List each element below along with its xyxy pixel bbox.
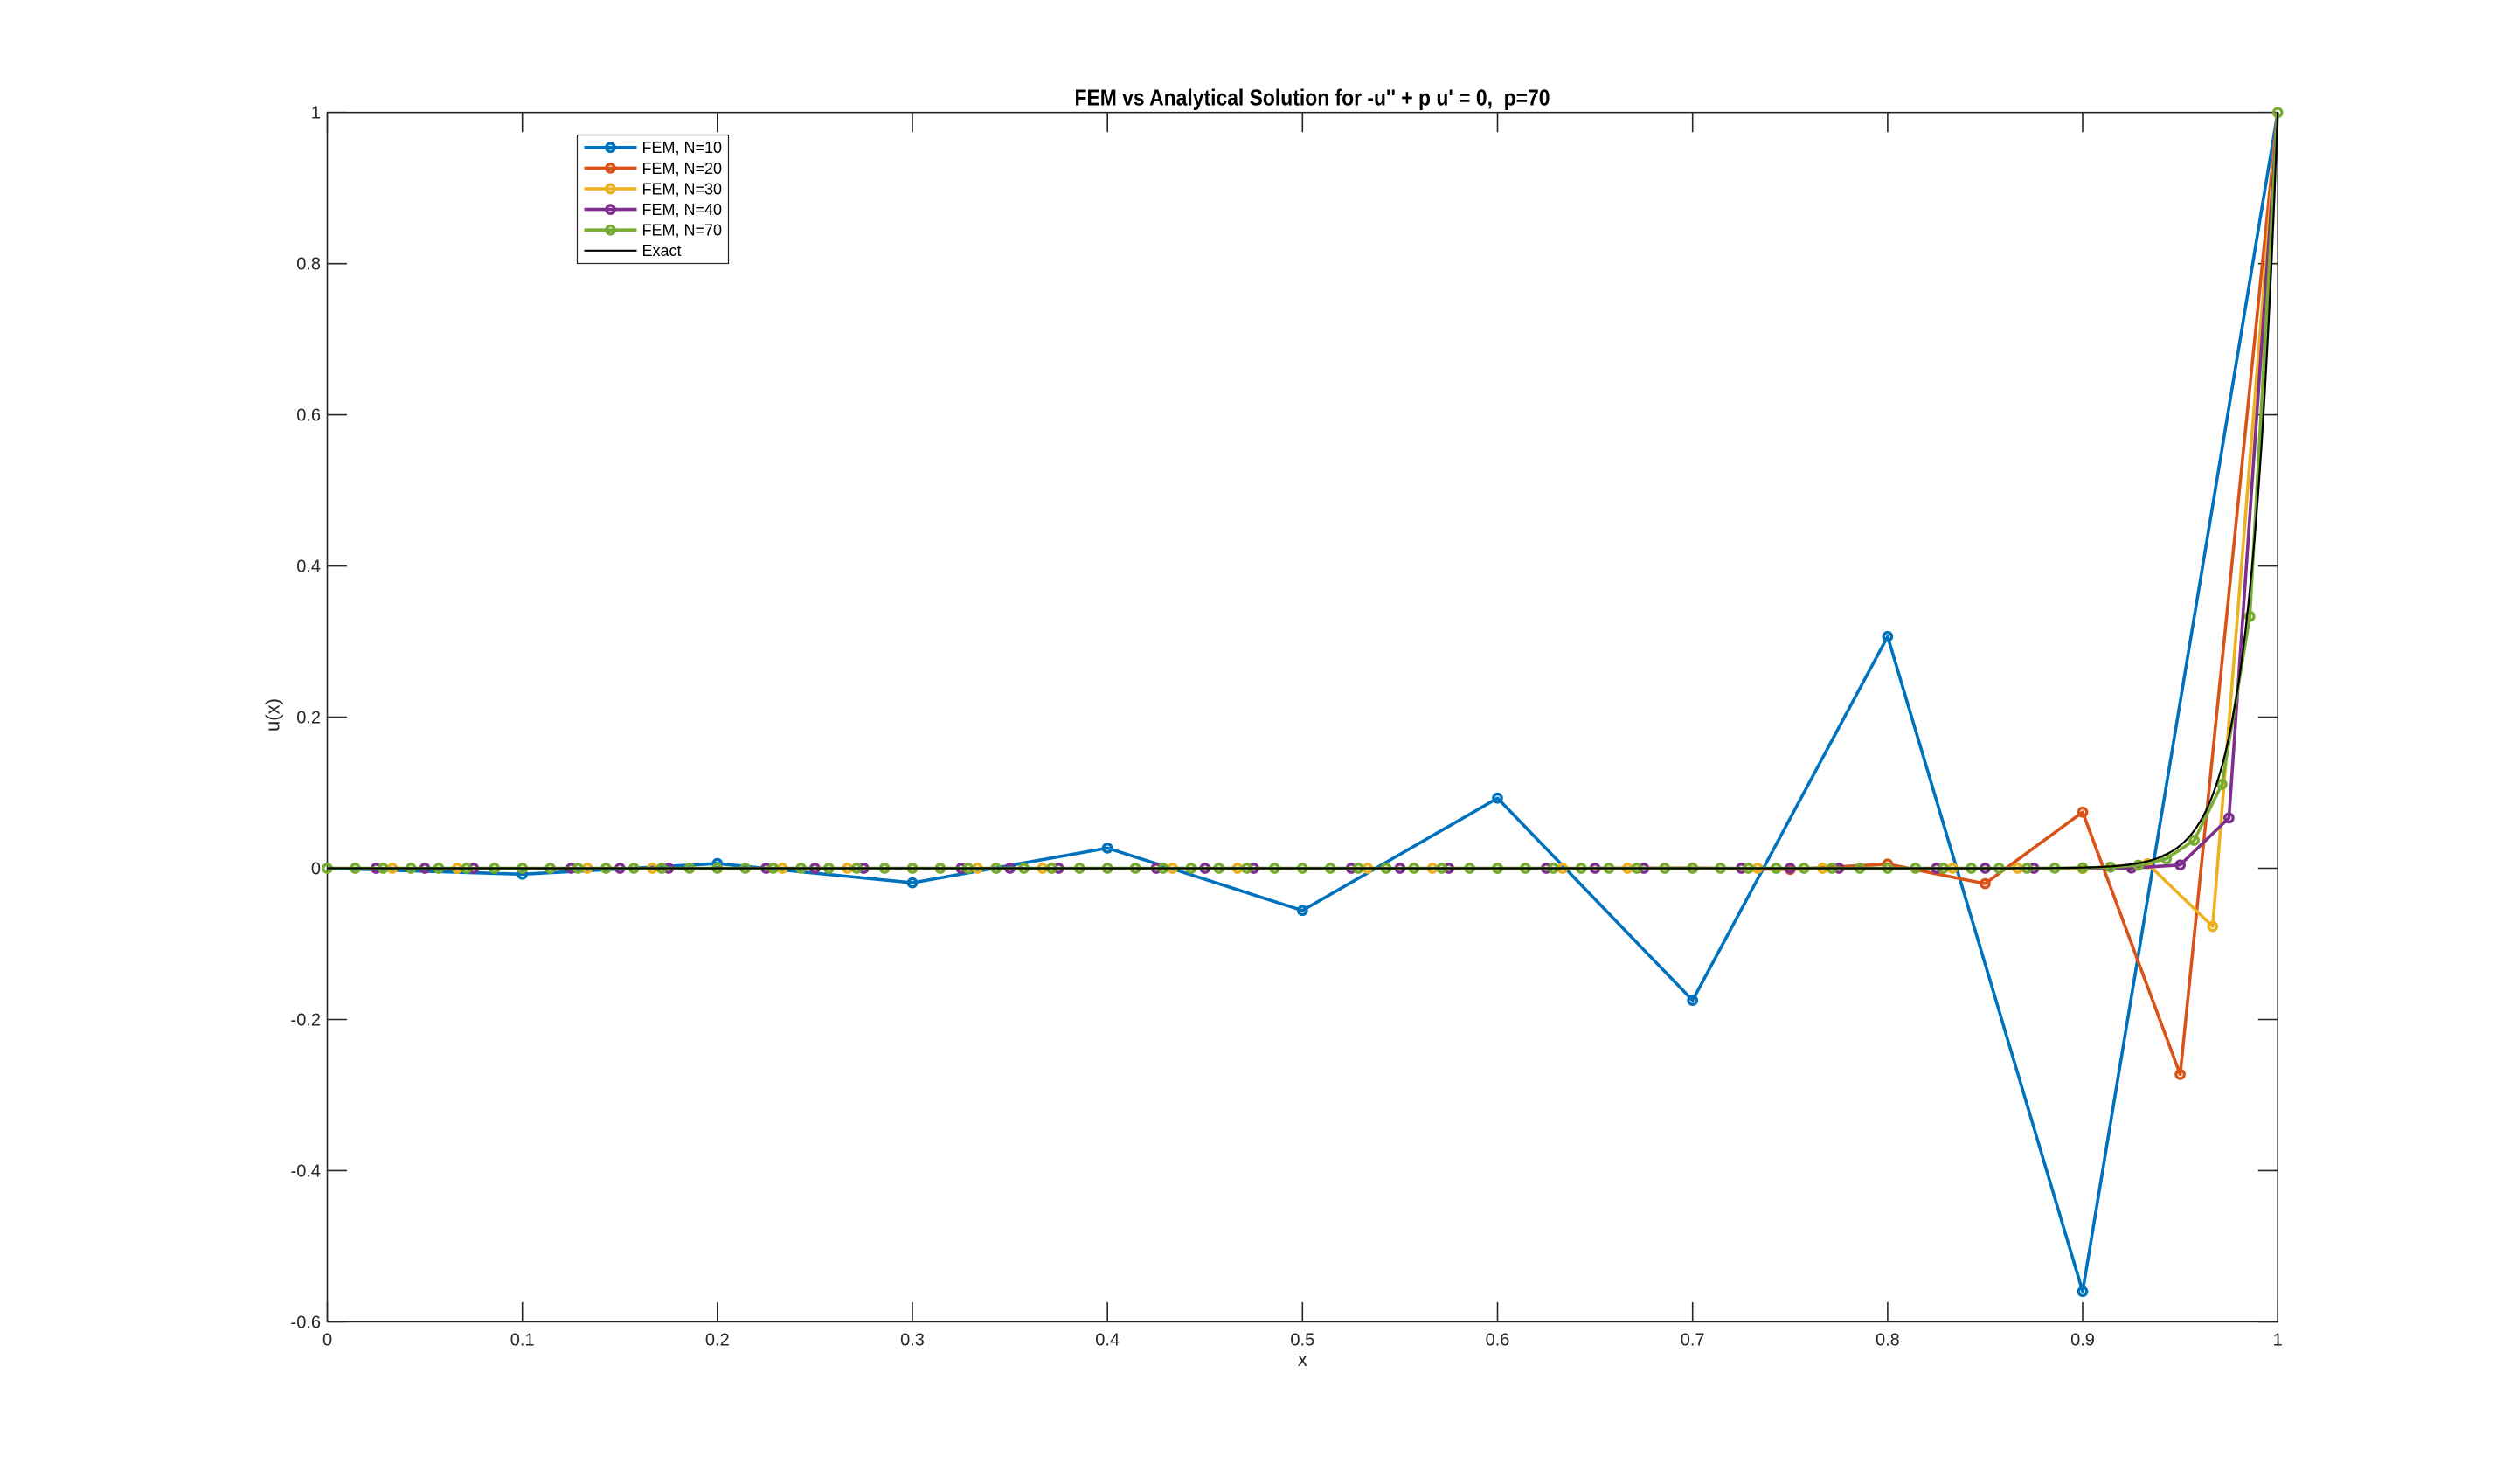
svg-text:0: 0 [311, 859, 321, 878]
svg-text:FEM, N=10: FEM, N=10 [642, 139, 723, 156]
svg-text:FEM, N=30: FEM, N=30 [642, 180, 723, 198]
svg-text:u(x): u(x) [262, 698, 284, 732]
svg-text:0: 0 [322, 1331, 332, 1350]
svg-text:0.2: 0.2 [296, 709, 321, 728]
svg-text:0.5: 0.5 [1290, 1331, 1314, 1350]
svg-text:FEM vs Analytical Solution for: FEM vs Analytical Solution for -u'' + p … [1075, 85, 1550, 111]
svg-text:-0.6: -0.6 [291, 1313, 321, 1332]
svg-text:0.9: 0.9 [2070, 1331, 2095, 1350]
svg-text:-0.4: -0.4 [291, 1162, 321, 1181]
svg-text:0.6: 0.6 [1486, 1331, 1510, 1350]
svg-text:1: 1 [311, 104, 321, 123]
svg-text:1: 1 [2273, 1331, 2283, 1350]
svg-text:0.8: 0.8 [1876, 1331, 1900, 1350]
svg-text:FEM, N=40: FEM, N=40 [642, 201, 723, 218]
svg-text:0.4: 0.4 [296, 558, 321, 577]
svg-text:0.7: 0.7 [1681, 1331, 1705, 1350]
svg-text:Exact: Exact [642, 242, 682, 260]
svg-text:0.8: 0.8 [296, 255, 321, 274]
svg-text:x: x [1298, 1349, 1307, 1370]
svg-text:0.2: 0.2 [705, 1331, 730, 1350]
svg-text:0.6: 0.6 [296, 406, 321, 426]
svg-text:0.4: 0.4 [1095, 1331, 1120, 1350]
svg-text:0.3: 0.3 [900, 1331, 925, 1350]
svg-text:0.1: 0.1 [510, 1331, 535, 1350]
svg-text:FEM, N=70: FEM, N=70 [642, 222, 723, 239]
svg-text:-0.2: -0.2 [291, 1010, 321, 1030]
svg-text:FEM, N=20: FEM, N=20 [642, 160, 723, 177]
